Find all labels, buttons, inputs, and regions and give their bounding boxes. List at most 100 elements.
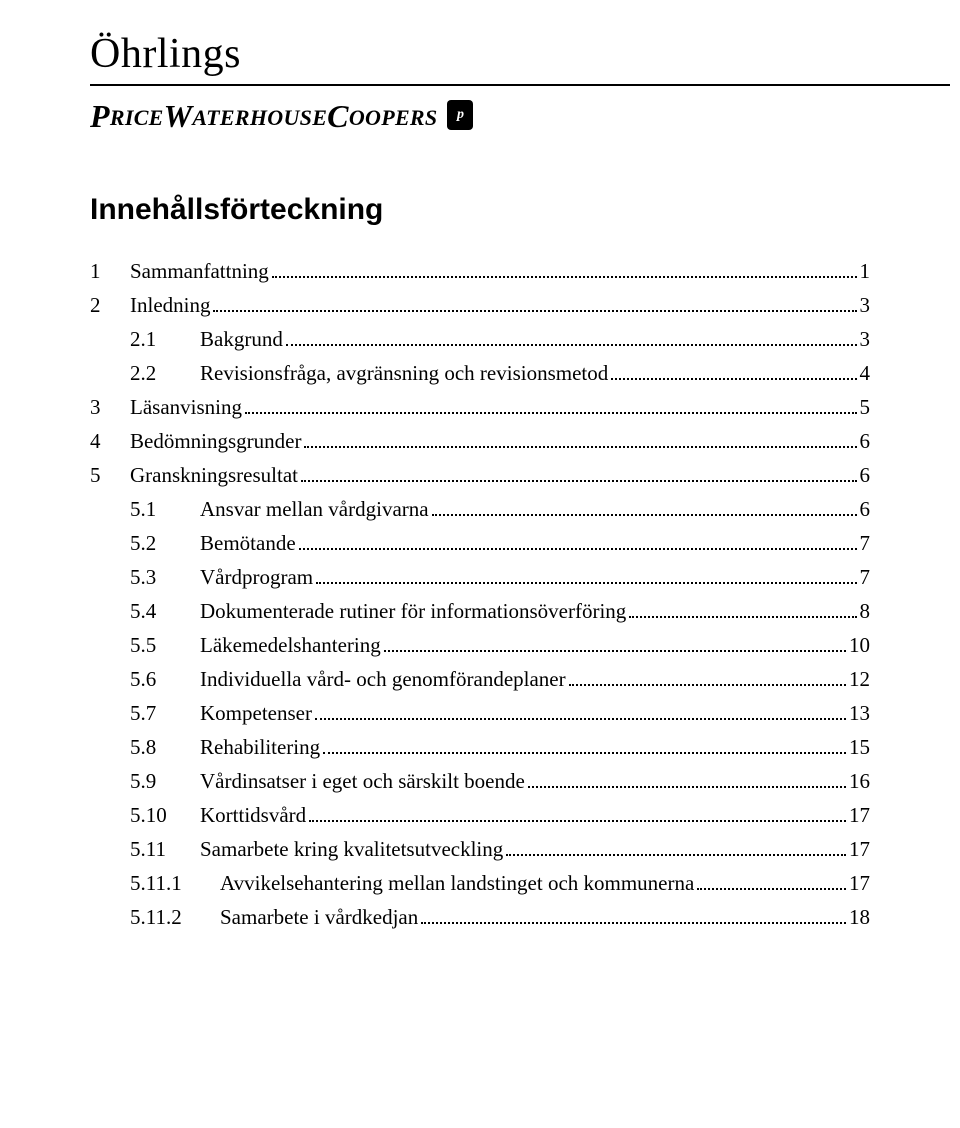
toc-leader <box>213 310 856 312</box>
toc-leader <box>301 480 857 482</box>
toc-leader <box>611 378 856 380</box>
toc-page-number: 6 <box>860 499 871 520</box>
toc-page-number: 16 <box>849 771 870 792</box>
logo-part: C <box>327 98 349 135</box>
toc-row: 5.5Läkemedelshantering10 <box>90 635 870 656</box>
toc-leader <box>506 854 846 856</box>
toc-number: 2 <box>90 295 130 316</box>
toc-number: 5.7 <box>90 703 200 724</box>
toc-page-number: 3 <box>860 329 871 350</box>
toc-number: 5.6 <box>90 669 200 690</box>
toc-row: 5.11.2Samarbete i vårdkedjan 18 <box>90 907 870 928</box>
company-logo: Öhrlings P RICE W ATERHOUSE C OOPERS p <box>90 30 870 133</box>
toc-leader <box>432 514 857 516</box>
toc-page-number: 17 <box>849 839 870 860</box>
toc-label: Sammanfattning <box>130 261 269 282</box>
toc-row: 2.1Bakgrund 3 <box>90 329 870 350</box>
toc-label: Vårdprogram <box>200 567 313 588</box>
toc-page-number: 17 <box>849 873 870 894</box>
toc-leader <box>323 752 846 754</box>
toc-label: Samarbete i vårdkedjan <box>220 907 418 928</box>
toc-page-number: 7 <box>860 533 871 554</box>
toc-row: 5.3Vårdprogram7 <box>90 567 870 588</box>
toc-number: 5.5 <box>90 635 200 656</box>
toc-page-number: 6 <box>860 431 871 452</box>
logo-line1: Öhrlings <box>90 30 870 78</box>
toc-page-number: 10 <box>849 635 870 656</box>
toc-number: 3 <box>90 397 130 418</box>
toc-number: 5.9 <box>90 771 200 792</box>
toc-row: 5.4Dokumenterade rutiner för information… <box>90 601 870 622</box>
toc-leader <box>304 446 856 448</box>
toc-number: 5.10 <box>90 805 200 826</box>
toc-page-number: 4 <box>860 363 871 384</box>
toc-page-number: 12 <box>849 669 870 690</box>
document-page: Öhrlings P RICE W ATERHOUSE C OOPERS p I… <box>0 0 960 928</box>
toc-row: 3Läsanvisning5 <box>90 397 870 418</box>
logo-part: OOPERS <box>349 105 438 131</box>
toc-label: Individuella vård- och genomförandeplane… <box>200 669 566 690</box>
toc-label: Läsanvisning <box>130 397 242 418</box>
toc-leader <box>697 888 846 890</box>
table-of-contents: 1Sammanfattning12Inledning32.1Bakgrund32… <box>90 261 870 928</box>
logo-wordmark: P RICE W ATERHOUSE C OOPERS <box>90 96 437 133</box>
toc-leader <box>315 718 846 720</box>
toc-page-number: 15 <box>849 737 870 758</box>
toc-number: 5.4 <box>90 601 200 622</box>
toc-label: Samarbete kring kvalitetsutveckling <box>200 839 503 860</box>
toc-label: Dokumenterade rutiner för informationsöv… <box>200 601 626 622</box>
toc-label: Granskningsresultat <box>130 465 298 486</box>
toc-row: 5.6Individuella vård- och genomförandepl… <box>90 669 870 690</box>
logo-line2: P RICE W ATERHOUSE C OOPERS p <box>90 96 870 133</box>
toc-row: 5.8Rehabilitering 15 <box>90 737 870 758</box>
logo-part: ATERHOUSE <box>192 105 327 131</box>
logo-part: P <box>90 98 110 135</box>
toc-leader <box>272 276 857 278</box>
toc-label: Revisionsfråga, avgränsning och revision… <box>200 363 608 384</box>
toc-page-number: 6 <box>860 465 871 486</box>
toc-page-number: 13 <box>849 703 870 724</box>
toc-page-number: 8 <box>860 601 871 622</box>
logo-badge-icon: p <box>447 100 473 130</box>
toc-label: Vårdinsatser i eget och särskilt boende <box>200 771 525 792</box>
toc-leader <box>316 582 856 584</box>
toc-label: Bemötande <box>200 533 296 554</box>
toc-page-number: 18 <box>849 907 870 928</box>
toc-label: Bakgrund <box>200 329 283 350</box>
toc-row: 5.1Ansvar mellan vårdgivarna6 <box>90 499 870 520</box>
toc-leader <box>569 684 846 686</box>
toc-page-number: 1 <box>860 261 871 282</box>
toc-label: Rehabilitering <box>200 737 320 758</box>
toc-number: 5.2 <box>90 533 200 554</box>
toc-label: Kompetenser <box>200 703 312 724</box>
toc-row: 5.9Vårdinsatser i eget och särskilt boen… <box>90 771 870 792</box>
toc-leader <box>299 548 857 550</box>
toc-label: Inledning <box>130 295 210 316</box>
toc-row: 5.11Samarbete kring kvalitetsutveckling 1… <box>90 839 870 860</box>
toc-label: Avvikelsehantering mellan landstinget oc… <box>220 873 694 894</box>
toc-label: Bedömningsgrunder <box>130 431 301 452</box>
toc-row: 5.7Kompetenser 13 <box>90 703 870 724</box>
toc-leader <box>629 616 856 618</box>
toc-label: Korttidsvård <box>200 805 306 826</box>
toc-row: 5Granskningsresultat 6 <box>90 465 870 486</box>
toc-number: 2.1 <box>90 329 200 350</box>
toc-page-number: 3 <box>860 295 871 316</box>
toc-number: 5 <box>90 465 130 486</box>
logo-rule <box>90 84 950 86</box>
toc-number: 4 <box>90 431 130 452</box>
toc-number: 1 <box>90 261 130 282</box>
toc-number: 5.11.2 <box>90 907 220 928</box>
toc-row: 2Inledning 3 <box>90 295 870 316</box>
toc-number: 5.1 <box>90 499 200 520</box>
toc-number: 5.11 <box>90 839 200 860</box>
toc-heading: Innehållsförteckning <box>90 193 870 227</box>
toc-row: 5.2Bemötande 7 <box>90 533 870 554</box>
toc-row: 5.10Korttidsvård17 <box>90 805 870 826</box>
toc-row: 4Bedömningsgrunder 6 <box>90 431 870 452</box>
logo-part: RICE <box>110 105 164 131</box>
toc-leader <box>528 786 846 788</box>
toc-number: 5.8 <box>90 737 200 758</box>
toc-number: 5.3 <box>90 567 200 588</box>
toc-leader <box>309 820 846 822</box>
